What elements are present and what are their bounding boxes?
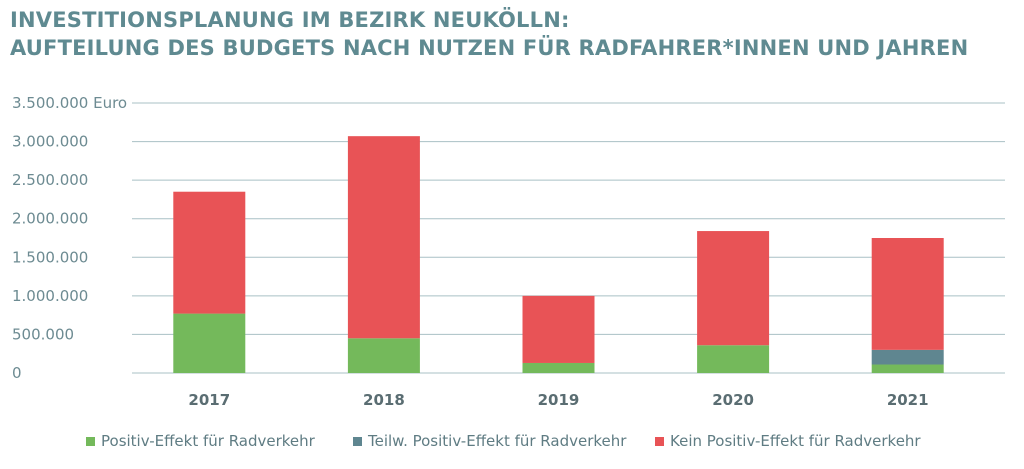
- legend: Positiv-Effekt für Radverkehr Teilw. Posi…: [0, 430, 1024, 454]
- y-tick-label: 0: [12, 364, 22, 382]
- legend-label: Teilw. Positiv-Effekt für Radverkehr: [368, 432, 627, 450]
- legend-item: Kein Positiv-Effekt für Radverkehr: [655, 432, 921, 450]
- chart-title: INVESTITIONSPLANUNG IM BEZIRK NEUKÖLLN: …: [10, 6, 968, 62]
- x-category-label: 2021: [887, 391, 929, 409]
- x-category-label: 2018: [363, 391, 405, 409]
- bars: [173, 136, 944, 373]
- stacked-bar-chart: 0 500.000 1.000.000 1.500.000 2.000.000 2.500…: [12, 94, 1005, 409]
- legend-swatch: [86, 436, 95, 446]
- legend-label: Kein Positiv-Effekt für Radverkehr: [670, 432, 921, 450]
- y-tick-label: 2.500.000: [12, 171, 88, 189]
- bar-segment: [697, 345, 770, 373]
- x-category-label: 2017: [188, 391, 230, 409]
- y-tick-label: 1.000.000: [12, 287, 88, 305]
- x-axis-categories: 2017 2018 2019 2020 2021: [188, 391, 928, 409]
- y-axis-ticks: 0 500.000 1.000.000 1.500.000 2.000.000 2.500…: [12, 94, 127, 382]
- legend-item: Positiv-Effekt für Radverkehr: [86, 432, 315, 450]
- bar-segment: [871, 364, 944, 373]
- chart-title-line-2: AUFTEILUNG DES BUDGETS NACH NUTZEN FÜR R…: [10, 36, 969, 60]
- legend-swatch: [353, 436, 362, 446]
- bar-segment: [697, 231, 770, 346]
- bar-segment: [871, 238, 944, 350]
- y-tick-label: 1.500.000: [12, 248, 88, 266]
- chart-title-line-1: INVESTITIONSPLANUNG IM BEZIRK NEUKÖLLN:: [10, 8, 570, 32]
- bar-segment: [347, 338, 420, 373]
- y-tick-label: 3.000.000: [12, 133, 88, 151]
- bar-segment: [522, 295, 595, 363]
- x-category-label: 2019: [538, 391, 580, 409]
- y-tick-label: 2.000.000: [12, 210, 88, 228]
- legend-item: Teilw. Positiv-Effekt für Radverkehr: [353, 432, 626, 450]
- y-tick-label: 500.000: [12, 325, 74, 343]
- bar-segment: [173, 313, 246, 373]
- bar-segment: [347, 136, 420, 339]
- legend-swatch: [655, 436, 664, 446]
- bar-segment: [173, 191, 246, 314]
- legend-label: Positiv-Effekt für Radverkehr: [101, 432, 315, 450]
- y-tick-label: 3.500.000 Euro: [12, 94, 127, 112]
- bar-segment: [522, 362, 595, 373]
- bar-segment: [871, 349, 944, 365]
- x-category-label: 2020: [712, 391, 754, 409]
